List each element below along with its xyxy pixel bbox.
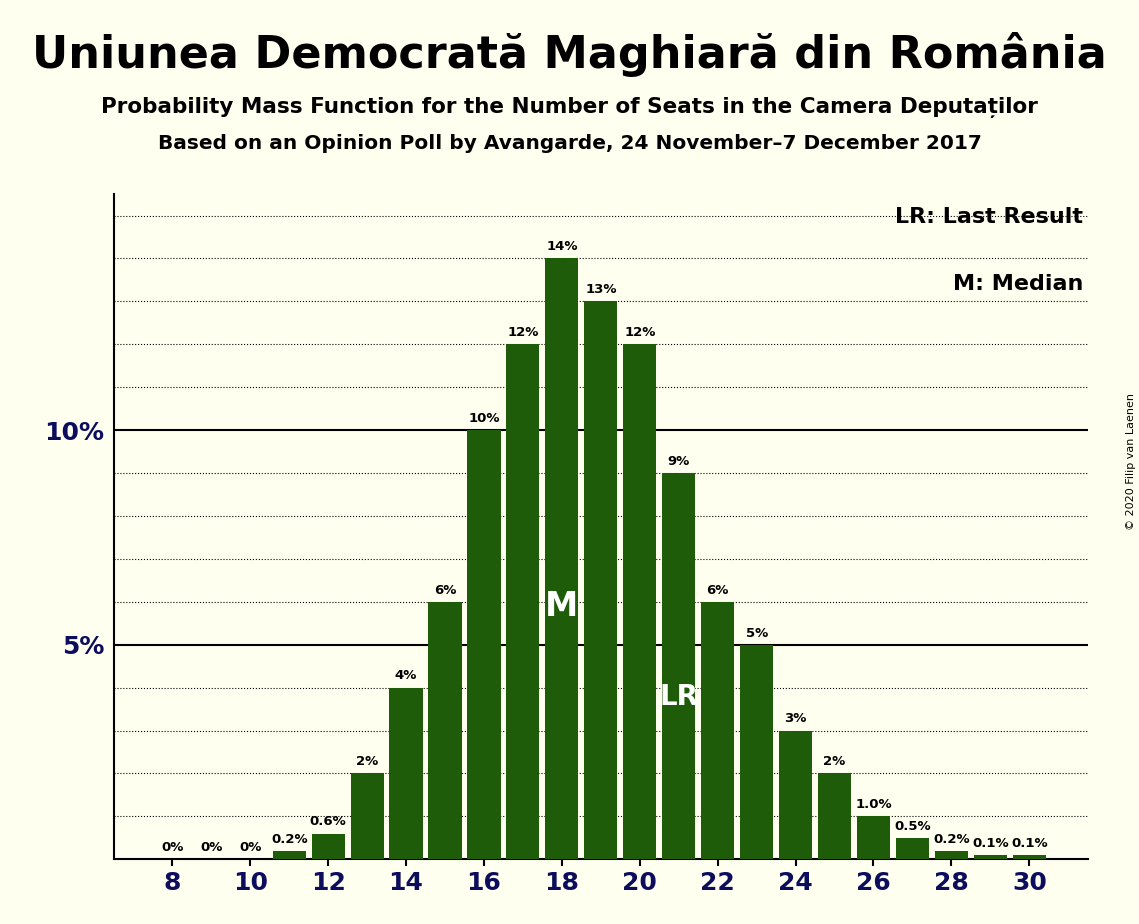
Bar	[467, 430, 500, 859]
Text: © 2020 Filip van Laenen: © 2020 Filip van Laenen	[1126, 394, 1136, 530]
Bar	[623, 345, 656, 859]
Text: 0%: 0%	[200, 841, 222, 854]
Bar	[507, 345, 540, 859]
Text: 0.5%: 0.5%	[894, 820, 931, 833]
Text: Probability Mass Function for the Number of Seats in the Camera Deputaților: Probability Mass Function for the Number…	[101, 97, 1038, 118]
Bar	[740, 645, 773, 859]
Text: 12%: 12%	[624, 326, 655, 339]
Text: 10%: 10%	[468, 412, 500, 425]
Bar	[390, 687, 423, 859]
Text: 0.2%: 0.2%	[271, 833, 308, 845]
Bar	[428, 602, 461, 859]
Text: 5%: 5%	[746, 626, 768, 639]
Text: M: M	[546, 590, 579, 624]
Text: 0.1%: 0.1%	[972, 837, 1009, 850]
Text: LR: Last Result: LR: Last Result	[895, 207, 1083, 227]
Bar	[662, 473, 695, 859]
Bar	[896, 838, 929, 859]
Text: 1.0%: 1.0%	[855, 798, 892, 811]
Text: 0.6%: 0.6%	[310, 815, 346, 829]
Text: Uniunea Democrată Maghiară din România: Uniunea Democrată Maghiară din România	[32, 32, 1107, 78]
Bar	[857, 817, 890, 859]
Text: 2%: 2%	[357, 755, 378, 769]
Text: LR: LR	[659, 683, 698, 711]
Bar	[1013, 855, 1046, 859]
Bar	[546, 259, 579, 859]
Bar	[584, 301, 617, 859]
Text: 0.2%: 0.2%	[933, 833, 969, 845]
Text: 6%: 6%	[706, 584, 729, 597]
Bar	[312, 833, 345, 859]
Text: 0%: 0%	[239, 841, 262, 854]
Bar	[702, 602, 735, 859]
Text: 13%: 13%	[585, 283, 616, 297]
Text: 3%: 3%	[785, 712, 806, 725]
Bar	[351, 773, 384, 859]
Text: 6%: 6%	[434, 584, 457, 597]
Text: 14%: 14%	[546, 240, 577, 253]
Bar	[818, 773, 851, 859]
Text: Based on an Opinion Poll by Avangarde, 24 November–7 December 2017: Based on an Opinion Poll by Avangarde, 2…	[157, 134, 982, 153]
Text: 4%: 4%	[395, 670, 417, 683]
Text: 12%: 12%	[507, 326, 539, 339]
Text: 2%: 2%	[823, 755, 845, 769]
Bar	[779, 731, 812, 859]
Bar	[935, 851, 968, 859]
Text: 0%: 0%	[161, 841, 183, 854]
Bar	[974, 855, 1007, 859]
Bar	[272, 851, 305, 859]
Text: 9%: 9%	[667, 455, 690, 468]
Text: 0.1%: 0.1%	[1011, 837, 1048, 850]
Text: M: Median: M: Median	[952, 274, 1083, 294]
